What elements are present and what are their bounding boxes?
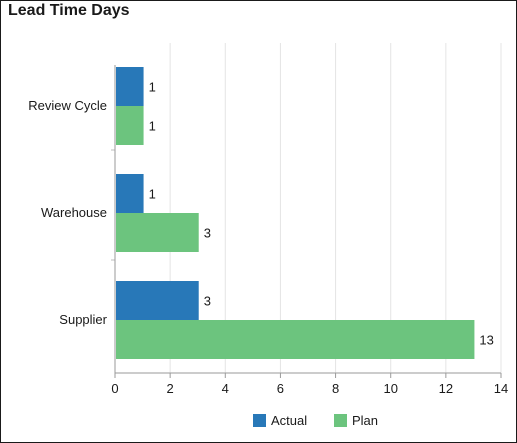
- bar-actual: [116, 67, 144, 106]
- x-tick-label: 10: [383, 381, 397, 396]
- category-label: Warehouse: [41, 205, 107, 220]
- legend-swatch-actual: [253, 414, 266, 427]
- category-label: Supplier: [59, 312, 107, 327]
- x-tick-label: 12: [439, 381, 453, 396]
- x-tick-label: 2: [167, 381, 174, 396]
- x-tick-label: 8: [332, 381, 339, 396]
- bar-actual: [116, 281, 199, 320]
- bar-plan: [116, 213, 199, 252]
- category-label: Review Cycle: [28, 98, 107, 113]
- data-label: 1: [149, 119, 156, 134]
- bar-plan: [116, 106, 144, 145]
- legend: Actual Plan: [253, 413, 378, 428]
- x-tick-label: 4: [222, 381, 229, 396]
- data-label: 3: [204, 294, 211, 309]
- bars: [116, 67, 475, 359]
- x-tick-label: 14: [494, 381, 508, 396]
- data-label: 13: [479, 333, 493, 348]
- legend-label: Actual: [271, 413, 307, 428]
- data-label: 1: [149, 187, 156, 202]
- chart-title: Lead Time Days: [8, 2, 130, 19]
- data-label: 3: [204, 226, 211, 241]
- x-tick-label: 0: [111, 381, 118, 396]
- bar-actual: [116, 174, 144, 213]
- legend-swatch-plan: [334, 414, 347, 427]
- axes: [111, 65, 502, 378]
- data-label: 1: [149, 80, 156, 95]
- legend-label: Plan: [352, 413, 378, 428]
- bar-plan: [116, 320, 475, 359]
- x-tick-label: 6: [277, 381, 284, 396]
